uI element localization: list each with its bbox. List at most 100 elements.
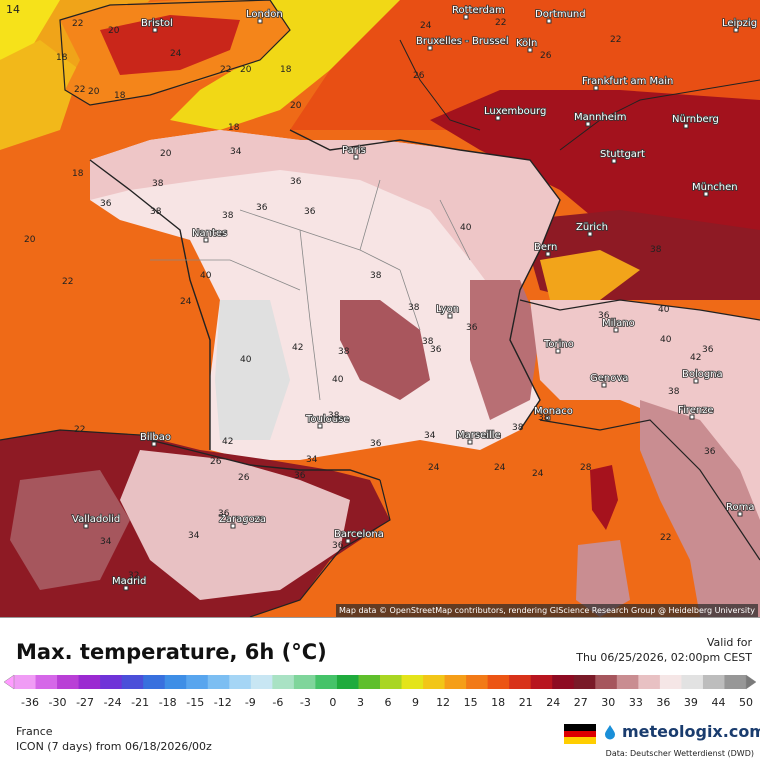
legend-swatch bbox=[14, 675, 37, 689]
city-label: Madrid bbox=[112, 576, 146, 587]
legend-swatch bbox=[207, 675, 230, 689]
isotherm-label: 42 bbox=[690, 353, 701, 363]
legend-tick-label: 12 bbox=[436, 696, 450, 709]
city-dot bbox=[703, 191, 709, 197]
legend-tick-label: -30 bbox=[49, 696, 67, 709]
city-label: Luxembourg bbox=[484, 106, 546, 117]
city-dot bbox=[546, 18, 552, 24]
legend-tick-label: -15 bbox=[186, 696, 204, 709]
city-frankfurt-am-main: Frankfurt am Main bbox=[581, 75, 674, 91]
city-bristol: Bristol bbox=[140, 17, 174, 33]
isotherm-label: 38 bbox=[650, 245, 662, 255]
legend-tick-label: 50 bbox=[739, 696, 753, 709]
city-dot bbox=[593, 85, 599, 91]
isotherm-label: 38 bbox=[222, 211, 234, 221]
city-köln: Köln bbox=[515, 37, 538, 53]
city-label: Paris bbox=[342, 145, 366, 156]
isotherm-label: 40 bbox=[460, 223, 472, 233]
city-label: Milano bbox=[602, 318, 635, 329]
massif-central bbox=[340, 300, 430, 400]
alps-border bbox=[519, 299, 760, 321]
legend-tick-label: 0 bbox=[329, 696, 336, 709]
city-dot bbox=[613, 327, 619, 333]
city-dot bbox=[587, 231, 593, 237]
landes-hot bbox=[215, 300, 290, 440]
isotherm-label: 18 bbox=[114, 91, 126, 101]
city-milano: Milano bbox=[601, 317, 636, 333]
brand-name: meteologix.com bbox=[622, 722, 760, 741]
city-torino: Torino bbox=[542, 338, 575, 354]
city-label: Rotterdam bbox=[452, 5, 505, 16]
isotherm-label: 22 bbox=[495, 18, 506, 28]
isotherm-label: 22 bbox=[74, 85, 85, 95]
city-dot bbox=[230, 523, 236, 529]
city-nantes: Nantes bbox=[191, 227, 228, 243]
temperature-map[interactable]: Bristol London Rotterdam Dortmund Leipzig Bru… bbox=[0, 0, 760, 617]
castile-hot bbox=[10, 470, 130, 590]
city-label: Leipzig bbox=[722, 18, 757, 29]
legend-swatch bbox=[681, 675, 704, 689]
city-dot bbox=[495, 115, 501, 121]
city-label: Zaragoza bbox=[219, 514, 266, 525]
legend-arrow-right bbox=[745, 674, 757, 690]
city-label: Nürnberg bbox=[672, 114, 719, 125]
city-label: Genova bbox=[590, 373, 628, 384]
city-label: Lyon bbox=[436, 304, 459, 315]
isotherm-label: 38 bbox=[152, 179, 164, 189]
isotherm-label: 34 bbox=[188, 531, 200, 541]
rhone-alps bbox=[470, 280, 540, 420]
legend-swatch bbox=[724, 675, 747, 689]
city-dot bbox=[585, 121, 591, 127]
model-label: ICON (7 days) from 06/18/2026/00z bbox=[16, 740, 212, 753]
france-north-band bbox=[90, 130, 560, 300]
legend-swatch bbox=[466, 675, 489, 689]
legend-swatch bbox=[444, 675, 467, 689]
data-source: Data: Deutscher Wetterdienst (DWD) bbox=[605, 749, 754, 758]
isotherm-label: 36 bbox=[702, 345, 714, 355]
city-label: Nantes bbox=[192, 228, 227, 239]
city-label: Bilbao bbox=[140, 432, 171, 443]
spain-north-coast bbox=[0, 429, 141, 441]
city-dot bbox=[545, 415, 551, 421]
brand-logo[interactable]: meteologix.com bbox=[602, 722, 760, 741]
city-label: Toulouse bbox=[305, 414, 349, 425]
city-dortmund: Dortmund bbox=[534, 8, 586, 24]
city-paris: Paris bbox=[341, 144, 367, 160]
isotherm-label: 40 bbox=[658, 305, 670, 315]
isotherm-label: 20 bbox=[24, 235, 36, 245]
city-label: Valladolid bbox=[72, 514, 120, 525]
region-borders bbox=[150, 179, 471, 401]
legend-swatch bbox=[186, 675, 209, 689]
legend-swatch bbox=[293, 675, 316, 689]
isotherm-label: 18 bbox=[72, 169, 84, 179]
isotherm-label: 40 bbox=[660, 335, 672, 345]
city-label: Stuttgart bbox=[600, 149, 645, 160]
city-dot bbox=[427, 45, 433, 51]
isotherm-label: 38 bbox=[408, 303, 420, 313]
channel-cool bbox=[170, 0, 420, 130]
legend-tick-label: 15 bbox=[464, 696, 478, 709]
city-toulouse: Toulouse bbox=[304, 413, 350, 429]
legend-tick-label: 30 bbox=[601, 696, 615, 709]
legend-swatch bbox=[250, 675, 273, 689]
city-dot bbox=[601, 382, 607, 388]
city-label: Bologna bbox=[682, 369, 723, 380]
city-dot bbox=[345, 538, 351, 544]
valid-label: Valid for bbox=[706, 636, 752, 649]
isotherm-label: 36 bbox=[332, 541, 344, 551]
city-label: Mannheim bbox=[574, 112, 626, 123]
city-label: München bbox=[692, 182, 738, 193]
map-attribution[interactable]: Map data © OpenStreetMap contributors, r… bbox=[336, 604, 758, 617]
city-dot bbox=[683, 123, 689, 129]
isotherm-label: 26 bbox=[540, 51, 552, 61]
city-label: Monaco bbox=[534, 406, 573, 417]
isotherm-label: 36 bbox=[100, 199, 112, 209]
france-spain-border bbox=[149, 439, 381, 481]
legend-swatch bbox=[423, 675, 446, 689]
legend-canvas: -36 -30 -27 -24 -21 -18 -15 -12 -9 -6 -3 0 3 6 9 12 15 18… bbox=[3, 674, 757, 709]
legend-tick-label: -9 bbox=[245, 696, 256, 709]
legend-tick-label: 9 bbox=[412, 696, 419, 709]
isotherm-label: 38 bbox=[538, 413, 550, 423]
city-label: Dortmund bbox=[535, 9, 586, 20]
